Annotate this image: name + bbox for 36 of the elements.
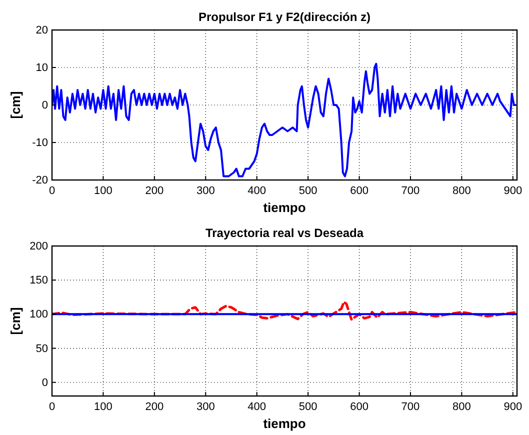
x-tick-label: 100 — [94, 400, 112, 413]
y-axis-title: [cm] — [8, 91, 23, 119]
y-tick-label: 0 — [42, 376, 48, 389]
line-series — [52, 300, 517, 321]
y-tick-label: 100 — [30, 308, 48, 321]
x-tick-label: 300 — [196, 184, 215, 197]
x-tick-label: 600 — [350, 184, 368, 197]
x-axis-title: tiempo — [263, 200, 306, 215]
x-tick-label: 800 — [452, 184, 471, 197]
x-tick-label: 700 — [401, 400, 420, 413]
line-series — [52, 62, 516, 178]
y-tick-label: -20 — [32, 174, 48, 187]
x-tick-label: 400 — [248, 400, 266, 413]
x-tick-label: 500 — [298, 184, 318, 197]
x-tick-label: 100 — [94, 184, 112, 197]
y-axis-title: [cm] — [8, 307, 23, 335]
y-tick-label: 200 — [30, 240, 48, 253]
x-tick-label: 500 — [298, 400, 318, 413]
x-tick-label: 900 — [504, 400, 522, 413]
x-tick-label: 600 — [350, 400, 368, 413]
y-tick-label: 50 — [36, 342, 48, 355]
x-tick-label: 200 — [145, 184, 164, 197]
x-tick-label: 800 — [452, 400, 471, 413]
y-tick-label: 0 — [42, 100, 48, 112]
x-tick-label: 900 — [504, 184, 522, 197]
x-tick-label: 400 — [248, 184, 266, 197]
x-tick-label: 700 — [401, 184, 420, 197]
y-tick-label: 150 — [30, 274, 48, 287]
x-tick-label: 300 — [196, 400, 215, 413]
x-axis-title: tiempo — [263, 416, 306, 431]
y-tick-label: -10 — [32, 137, 48, 150]
y-tick-label: 20 — [36, 24, 48, 37]
chart-title: Propulsor F1 y F2(dirección z) — [198, 10, 371, 24]
y-tick-label: 10 — [36, 62, 48, 74]
chart-title: Trayectoria real vs Deseada — [205, 226, 364, 240]
x-tick-label: 200 — [145, 400, 164, 413]
